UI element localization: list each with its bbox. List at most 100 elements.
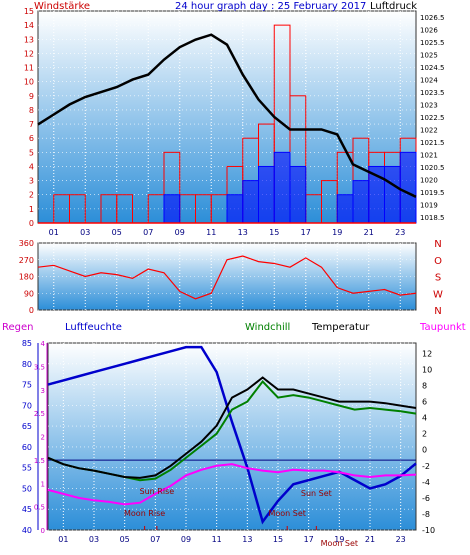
panel3-x-tick-label: 03 [89, 535, 99, 544]
wind-mean-bar [163, 194, 181, 224]
panel1-left-tick-label: 6 [29, 134, 34, 143]
temperature-tick-label: -8 [422, 510, 430, 519]
panel3-x-tick-label: 15 [273, 535, 283, 544]
panel3-x-tick-label: 11 [212, 535, 222, 544]
panel1-right-tick-label: 1022 [420, 126, 438, 134]
panel3-plot-background [47, 342, 417, 531]
event-label: Moon Rise [124, 509, 165, 518]
temperature-tick-label: 4 [422, 414, 427, 423]
panel1-left-tick-label: 4 [29, 162, 34, 171]
wind-mean-bar [242, 180, 259, 224]
legend-label: Regen [2, 322, 34, 333]
humidity-tick-label: 70 [22, 401, 32, 410]
temperature-tick-label: 12 [422, 349, 432, 358]
panel1-x-tick-label: 07 [143, 228, 153, 237]
panel2-left-tick-label: 270 [19, 256, 34, 265]
event-label: Sun Rise [140, 487, 175, 496]
panel2-compass-label: W [433, 289, 443, 300]
temperature-tick-label: -4 [422, 478, 430, 487]
temperature-tick-label: 6 [422, 398, 427, 407]
panel1-right-tick-label: 1024 [420, 77, 438, 85]
panel1-right-tick-label: 1026 [420, 27, 438, 35]
panel1-left-tick-label: 12 [24, 49, 34, 58]
panel1-x-tick-label: 19 [332, 228, 342, 237]
panel3-x-tick-label: 19 [334, 535, 344, 544]
temperature-tick-label: -2 [422, 462, 430, 471]
humidity-tick-label: 80 [22, 360, 32, 369]
panel1-left-tick-label: 1 [29, 205, 34, 214]
panel3-x-tick-label: 17 [304, 535, 314, 544]
temperatur-line [47, 376, 417, 479]
panel1-x-tick-label: 11 [206, 228, 216, 237]
pressure-line [37, 33, 417, 198]
panel2-left-tick-label: 180 [19, 273, 34, 282]
panel1-left-tick-label: 3 [29, 177, 34, 186]
panel1-right-tick-label: 1024.5 [420, 64, 445, 72]
temperature-tick-label: 2 [422, 430, 427, 439]
panel2-plot-background [37, 242, 417, 311]
panel1-x-tick-label: 15 [269, 228, 279, 237]
humidity-tick-label: 75 [22, 381, 32, 390]
temperature-tick-label: -10 [422, 526, 435, 535]
panel1-left-tick-label: 5 [29, 148, 34, 157]
humidity-tick-label: 40 [22, 526, 32, 535]
rain-tick-label: 1.5 [34, 457, 45, 465]
event-label: Moon Set [321, 539, 358, 548]
panel2-left-tick-label: 0 [29, 306, 34, 315]
panel2-compass-label: N [434, 306, 441, 317]
panel1-x-tick-label: 01 [49, 228, 59, 237]
humidity-tick-label: 60 [22, 443, 32, 452]
rain-tick-label: 0 [41, 527, 45, 535]
humidity-tick-label: 50 [22, 484, 32, 493]
temperature-tick-label: 0 [422, 446, 427, 455]
panel3-x-tick-label: 07 [150, 535, 160, 544]
panel2-compass-label: S [435, 273, 441, 284]
wind-mean-bar [273, 151, 291, 224]
panel2-compass-label: O [434, 256, 442, 267]
wind-mean-bar [336, 194, 354, 224]
rain-tick-label: 4 [41, 340, 46, 348]
taupunkt-line [47, 463, 417, 506]
legend-label: Temperatur [311, 322, 370, 333]
temperature-tick-label: -6 [422, 494, 430, 503]
temperature-tick-label: 10 [422, 365, 432, 374]
panel3-x-tick-label: 23 [396, 535, 406, 544]
humidity-tick-label: 85 [22, 339, 32, 348]
panel2-compass-label: N [434, 239, 441, 250]
panel1-right-tick-label: 1019 [420, 201, 438, 209]
legend-label: Windchill [245, 322, 290, 333]
panel1-right-tick-label: 1026.5 [420, 14, 445, 22]
panel1-x-tick-label: 17 [301, 228, 311, 237]
wind-direction-line [37, 255, 417, 300]
panel1-left-tick-label: 14 [24, 21, 34, 30]
panel1-right-tick-label: 1020.5 [420, 164, 445, 172]
panel1-left-axis-label: Windstärke [34, 1, 90, 12]
panel1-right-tick-label: 1021.5 [420, 139, 445, 147]
panel1-left-tick-label: 2 [29, 191, 34, 200]
panel1-x-tick-label: 05 [112, 228, 122, 237]
panel1-right-tick-label: 1025.5 [420, 39, 445, 47]
panel1-right-tick-label: 1022.5 [420, 114, 445, 122]
wind-mean-bar [399, 151, 417, 224]
event-label: Moon Set [268, 509, 305, 518]
panel3-x-tick-label: 01 [58, 535, 68, 544]
rain-tick-label: 3 [41, 387, 45, 395]
rain-tick-label: 0.5 [34, 504, 45, 512]
panel1-right-axis-label: Luftdruck [370, 1, 417, 12]
panel1-x-tick-label: 23 [395, 228, 405, 237]
panel1-left-tick-label: 8 [29, 106, 34, 115]
panel1-right-tick-label: 1020 [420, 176, 438, 184]
wind-mean-bar [352, 180, 370, 224]
panel1-left-tick-label: 7 [29, 120, 34, 129]
rain-tick-label: 3.5 [34, 363, 45, 371]
wind-mean-bar [226, 194, 244, 224]
rain-tick-label: 1 [41, 480, 45, 488]
panel2-left-tick-label: 360 [19, 239, 34, 248]
panel1-left-tick-label: 9 [29, 92, 34, 101]
wind-mean-bar [384, 165, 401, 224]
panel1-right-tick-label: 1023 [420, 102, 438, 110]
panel1-right-tick-label: 1025 [420, 52, 438, 60]
temperature-humidity-panel: Regen Luftfeuchte Windchill Temperatur Taupu… [2, 322, 466, 548]
